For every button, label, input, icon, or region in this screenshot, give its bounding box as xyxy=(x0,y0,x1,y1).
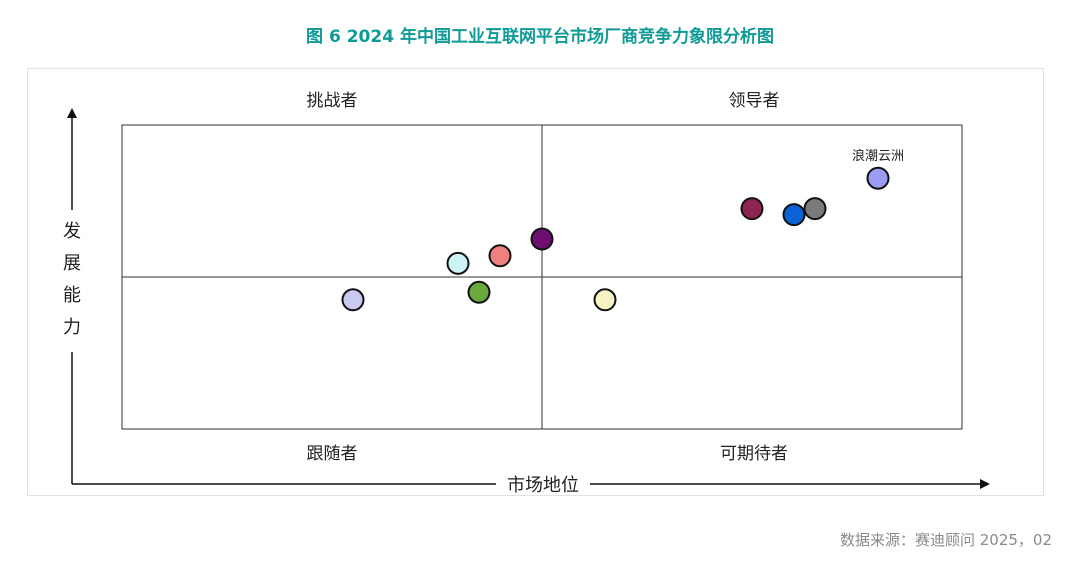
y-axis-label-char: 展 xyxy=(63,253,81,274)
figure-title: 图 6 2024 年中国工业互联网平台市场厂商竞争力象限分析图 xyxy=(306,27,774,47)
data-point xyxy=(488,244,512,268)
chart-frame xyxy=(27,68,1044,496)
quadrant-label-challengers: 挑战者 xyxy=(307,91,358,111)
data-point xyxy=(740,197,764,221)
data-point xyxy=(341,288,365,312)
data-point xyxy=(530,227,554,251)
data-point xyxy=(866,166,890,190)
quadrant-label-leaders: 领导者 xyxy=(729,91,780,111)
y-axis-label-char: 能 xyxy=(63,285,81,306)
data-source-note: 数据来源：赛迪顾问 2025，02 xyxy=(839,531,1052,549)
quadrant-label-promising: 可期待者 xyxy=(720,444,788,464)
data-points: 浪潮云洲 xyxy=(341,149,904,312)
x-axis-label: 市场地位 xyxy=(507,475,579,496)
quadrant-label-followers: 跟随者 xyxy=(307,444,358,464)
data-point xyxy=(803,197,827,221)
y-axis-label-char: 发 xyxy=(63,221,81,242)
data-point-label: 浪潮云洲 xyxy=(852,149,904,164)
data-point xyxy=(446,251,470,275)
data-point xyxy=(593,288,617,312)
data-point xyxy=(467,280,491,304)
data-point xyxy=(782,203,806,227)
y-axis-label-char: 力 xyxy=(63,317,81,338)
